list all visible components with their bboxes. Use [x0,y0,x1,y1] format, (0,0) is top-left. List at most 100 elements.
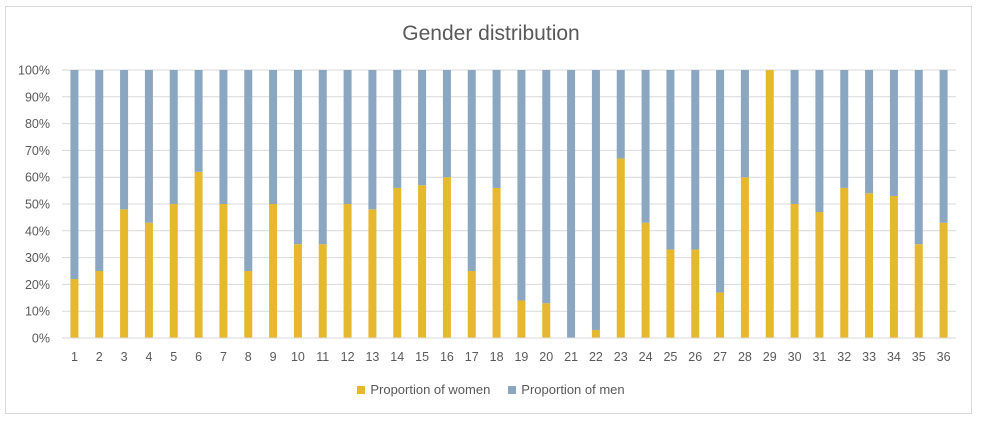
bar-women [194,171,203,338]
x-tick-label: 29 [763,350,777,364]
x-tick-label: 35 [912,350,926,364]
x-tick-label: 13 [365,350,379,364]
bar-men [467,70,476,271]
gridlines [62,69,956,339]
bar-women [269,204,278,338]
bar-men [70,70,79,280]
bar-women [219,204,228,338]
x-axis-ticks: 1 2 3 4 5 6 7 8 9 10 11 12 13 14 15 16 17 18 19 20 21 22 23 24 2… [62,337,956,364]
bar-men [368,70,377,210]
x-tick-label: 16 [440,350,454,364]
chart-title: Gender distribution [402,22,580,45]
bar-women [418,185,427,338]
y-tick-label: 0% [32,332,50,346]
bar-men [790,70,799,204]
x-tick-label: 32 [837,350,851,364]
bar-women [691,249,700,338]
x-tick-label: 12 [341,350,355,364]
bar-men [616,70,625,159]
bar-women [666,249,675,338]
bar-men [840,70,849,188]
legend-label-men: Proportion of men [521,382,625,397]
legend-swatch-men [508,385,517,394]
bar-men [517,70,526,301]
x-tick-label: 8 [245,350,252,364]
bar-women [865,193,874,338]
x-tick-label: 25 [663,350,677,364]
bar-men [914,70,923,245]
x-tick-label: 23 [614,350,628,364]
x-tick-label: 4 [145,350,152,364]
legend-swatch-women [357,385,366,394]
x-tick-label: 17 [465,350,479,364]
bar-women [120,209,129,338]
x-tick-label: 26 [688,350,702,364]
x-tick-label: 15 [415,350,429,364]
x-tick-label: 22 [589,350,603,364]
bar-men [418,70,427,186]
bar-men [318,70,327,245]
y-tick-label: 50% [25,198,50,212]
bar-women [368,209,377,338]
bar-men [343,70,352,204]
bar-women [144,222,153,338]
bar-women [169,204,178,338]
bar-men [293,70,302,245]
y-tick-label: 80% [25,117,50,131]
bar-women [790,204,799,338]
bar-women [343,204,352,338]
bar-women [517,300,526,338]
legend: Proportion of women Proportion of men [0,382,982,397]
x-tick-label: 14 [390,350,404,364]
bar-men [144,70,153,223]
x-tick-label: 28 [738,350,752,364]
legend-label-women: Proportion of women [370,382,491,397]
x-tick-label: 19 [514,350,528,364]
bar-men [194,70,203,172]
x-tick-label: 30 [788,350,802,364]
bar-men [865,70,874,194]
bar-men [492,70,501,188]
bar-women [591,329,600,338]
y-tick-label: 70% [25,144,50,158]
bar-men [442,70,451,178]
bar-women [939,222,948,338]
bar-women [244,271,253,338]
x-tick-label: 7 [220,350,227,364]
bar-men [120,70,129,210]
x-tick-label: 33 [862,350,876,364]
bar-men [567,70,576,338]
x-tick-label: 10 [291,350,305,364]
x-tick-label: 11 [316,350,329,364]
chart-frame [5,6,972,414]
bar-men [542,70,551,304]
bar-men [393,70,402,188]
bar-women [442,177,451,338]
bar-men [889,70,898,196]
bar-women [318,244,327,338]
x-tick-label: 3 [121,350,128,364]
bar-men [666,70,675,250]
x-tick-label: 6 [195,350,202,364]
bar-women [492,187,501,338]
bar-women [815,212,824,338]
bar-women [467,271,476,338]
bar-men [169,70,178,204]
bar-men [269,70,278,204]
x-tick-label: 20 [539,350,553,364]
x-tick-label: 9 [270,350,277,364]
bar-women [740,177,749,338]
x-tick-label: 18 [490,350,504,364]
x-tick-label: 36 [937,350,951,364]
bar-women [914,244,923,338]
legend-item-women: Proportion of women [357,382,490,397]
y-axis-ticks: 0% 10% 20% 30% 40% 50% 60% 70% 80% 90% 100% [18,64,50,346]
bar-men [244,70,253,271]
bar-women [889,195,898,338]
bar-women [765,70,774,338]
bar-women [641,222,650,338]
y-tick-label: 30% [25,251,50,265]
bar-women [716,292,725,338]
bar-women [616,158,625,338]
y-tick-label: 100% [18,64,50,78]
